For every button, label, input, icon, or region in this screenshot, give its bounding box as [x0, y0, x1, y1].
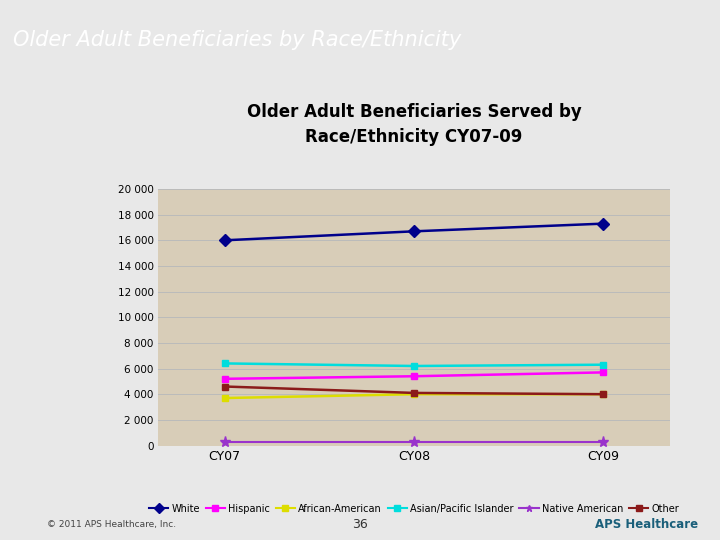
Text: Older Adult Beneficiaries by Race/Ethnicity: Older Adult Beneficiaries by Race/Ethnic…: [13, 30, 462, 50]
Legend: White, Hispanic, African-American, Asian/Pacific Islander, Native American, Othe: White, Hispanic, African-American, Asian…: [145, 500, 683, 517]
Text: APS Healthcare: APS Healthcare: [595, 518, 698, 531]
Text: Older Adult Beneficiaries Served by
Race/Ethnicity CY07-09: Older Adult Beneficiaries Served by Race…: [247, 103, 581, 146]
Text: 36: 36: [352, 518, 368, 531]
Text: © 2011 APS Healthcare, Inc.: © 2011 APS Healthcare, Inc.: [47, 521, 176, 529]
